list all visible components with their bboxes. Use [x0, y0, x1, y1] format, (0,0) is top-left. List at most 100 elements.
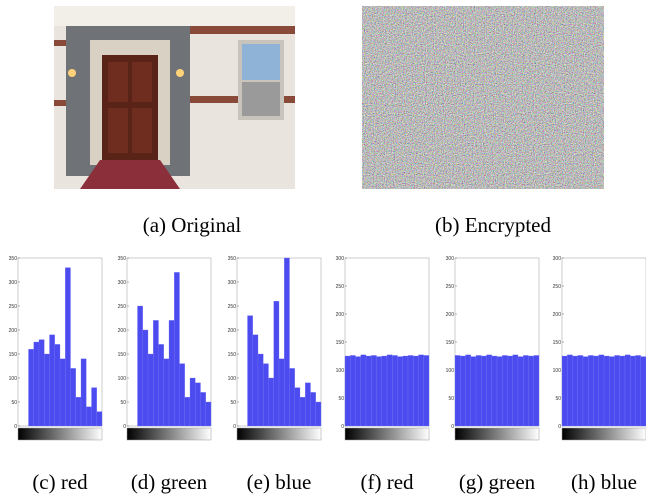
y-tick-label: 250 [228, 304, 237, 310]
colorbar [18, 428, 102, 440]
y-tick-label: 200 [336, 312, 345, 318]
bar [534, 355, 539, 426]
bar [625, 355, 630, 426]
original-image [54, 6, 295, 189]
colorbar [455, 428, 539, 440]
bar [588, 355, 593, 426]
y-tick-label: 0 [233, 424, 236, 430]
bar [143, 330, 148, 426]
bar [583, 357, 588, 426]
bar [39, 340, 44, 426]
bar [201, 392, 206, 426]
bar [50, 335, 55, 426]
bar [138, 306, 143, 426]
bar [387, 355, 392, 426]
y-tick-label: 350 [228, 256, 237, 262]
y-tick-label: 150 [118, 352, 127, 358]
bar [636, 355, 641, 426]
colorbar [237, 428, 321, 440]
bar [578, 355, 583, 426]
bar [263, 364, 268, 426]
bar [382, 356, 387, 426]
bar [258, 354, 263, 426]
figure-canvas: (a) Original (b) Encrypted 0 50 100 150 200 2… [0, 0, 646, 498]
bar [599, 355, 604, 426]
bar [413, 356, 418, 426]
y-tick-label: 200 [9, 328, 18, 334]
bar [148, 354, 153, 426]
bar [361, 355, 366, 426]
bar [274, 301, 279, 426]
bar [290, 368, 295, 426]
bar [97, 412, 102, 426]
y-tick-label: 50 [230, 400, 236, 406]
y-tick-label: 200 [118, 328, 127, 334]
bar [508, 356, 513, 426]
bar [455, 355, 460, 426]
panel-caption: (a) Original [143, 213, 242, 237]
y-tick-label: 200 [553, 312, 562, 318]
bar [174, 272, 179, 426]
bar [471, 357, 476, 426]
bar [92, 388, 97, 426]
bar [185, 397, 190, 426]
bar [567, 355, 572, 426]
bar [305, 383, 310, 426]
y-tick-label: 50 [120, 400, 126, 406]
bar [604, 356, 609, 426]
bar [419, 355, 424, 426]
bar [180, 364, 185, 426]
bar [65, 268, 70, 426]
bar [86, 407, 91, 426]
y-tick-label: 300 [9, 280, 18, 286]
panel-caption: (g) green [459, 470, 536, 494]
bar [481, 356, 486, 426]
bar [345, 356, 350, 426]
y-tick-label: 50 [338, 396, 344, 402]
bar [377, 357, 382, 426]
bar [366, 356, 371, 426]
bar [620, 356, 625, 426]
bar [529, 356, 534, 426]
bar [164, 359, 169, 426]
y-tick-label: 0 [123, 424, 126, 430]
y-tick-label: 250 [553, 284, 562, 290]
bar [487, 355, 492, 426]
bar [81, 359, 86, 426]
y-tick-label: 300 [446, 256, 455, 262]
bar [71, 368, 76, 426]
y-tick-label: 300 [228, 280, 237, 286]
y-tick-label: 300 [553, 256, 562, 262]
bar [316, 402, 321, 426]
y-tick-label: 150 [228, 352, 237, 358]
bar [392, 355, 397, 426]
y-tick-label: 100 [336, 368, 345, 374]
bar [641, 357, 646, 426]
bar [518, 357, 523, 426]
panel-caption: (b) Encrypted [435, 213, 552, 237]
bar [398, 357, 403, 426]
bar [492, 356, 497, 426]
bar [253, 335, 258, 426]
bar [76, 397, 81, 426]
bar [29, 349, 34, 426]
colorbar [127, 428, 211, 440]
bar [630, 356, 635, 426]
bar [356, 357, 361, 426]
bar [466, 355, 471, 426]
bar [497, 357, 502, 426]
y-tick-label: 300 [336, 256, 345, 262]
y-tick-label: 150 [446, 340, 455, 346]
y-tick-label: 100 [118, 376, 127, 382]
bar [284, 258, 289, 426]
bar [609, 357, 614, 426]
bar [44, 354, 49, 426]
bar [206, 402, 211, 426]
bar [269, 378, 274, 426]
y-tick-label: 350 [9, 256, 18, 262]
y-tick-label: 150 [553, 340, 562, 346]
y-tick-label: 250 [336, 284, 345, 290]
y-tick-label: 0 [14, 424, 17, 430]
y-tick-label: 250 [9, 304, 18, 310]
y-tick-label: 100 [553, 368, 562, 374]
